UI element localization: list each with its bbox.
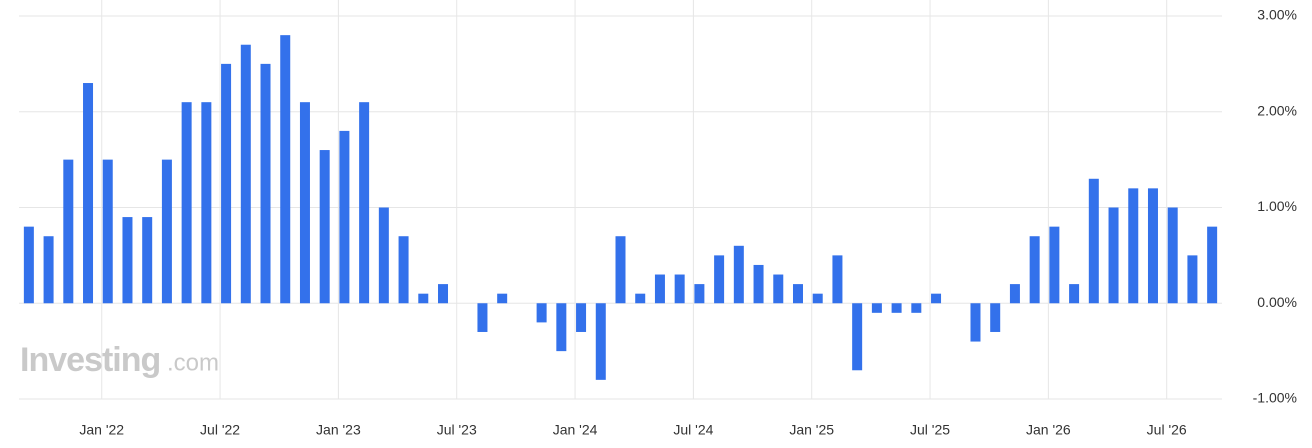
bar — [852, 303, 863, 371]
bar — [536, 303, 547, 323]
bar — [595, 303, 606, 380]
bar — [674, 274, 685, 304]
bar — [260, 63, 271, 304]
bar — [221, 63, 232, 304]
bar — [1207, 226, 1218, 304]
bar — [615, 236, 626, 304]
y-tick-label: 1.00% — [1257, 198, 1297, 214]
bar — [714, 255, 725, 304]
bar — [280, 35, 291, 304]
bar — [23, 226, 34, 304]
bar — [398, 236, 409, 304]
bar — [576, 303, 587, 332]
bar — [43, 236, 54, 304]
bar — [792, 284, 803, 304]
bar — [477, 303, 488, 332]
bar — [161, 159, 172, 304]
bar — [990, 303, 1001, 332]
y-tick-label: 0.00% — [1257, 294, 1297, 310]
x-tick-label: Jan '25 — [789, 422, 834, 438]
x-tick-label: Jan '26 — [1026, 422, 1071, 438]
bar — [63, 159, 74, 304]
bar — [773, 274, 784, 304]
y-tick-label: 3.00% — [1257, 7, 1297, 23]
bar — [122, 217, 133, 304]
x-tick-label: Jul '22 — [200, 422, 240, 438]
bar — [142, 217, 153, 304]
bar — [359, 102, 370, 304]
bar — [891, 303, 902, 313]
bar — [556, 303, 567, 352]
bar — [1088, 178, 1099, 304]
bar — [694, 284, 705, 304]
bar — [931, 293, 942, 304]
x-tick-label: Jul '26 — [1147, 422, 1187, 438]
x-tick-label: Jan '22 — [79, 422, 124, 438]
x-tick-label: Jul '25 — [910, 422, 950, 438]
bar — [635, 293, 646, 304]
bar — [83, 83, 94, 304]
bar — [418, 293, 429, 304]
bar — [1128, 188, 1139, 304]
y-tick-label: 2.00% — [1257, 102, 1297, 118]
bar — [201, 102, 212, 304]
bar — [1108, 207, 1119, 304]
bar — [871, 303, 882, 313]
bar — [1069, 284, 1080, 304]
bar — [378, 207, 389, 304]
bar — [970, 303, 981, 342]
bar — [654, 274, 665, 304]
bar — [733, 245, 744, 304]
bar — [1167, 207, 1178, 304]
bar — [832, 255, 843, 304]
bar — [1029, 236, 1040, 304]
y-tick-label: -1.00% — [1253, 390, 1297, 406]
bar — [102, 159, 113, 304]
watermark-brand: Investing — [20, 341, 160, 379]
x-tick-label: Jul '24 — [673, 422, 713, 438]
bar — [299, 102, 310, 304]
watermark-suffix: .com — [167, 349, 219, 376]
bar — [438, 284, 449, 304]
bar — [1187, 255, 1198, 304]
bar — [497, 293, 508, 304]
bar — [1147, 188, 1158, 304]
bar — [319, 150, 330, 304]
x-tick-label: Jan '23 — [316, 422, 361, 438]
bar — [181, 102, 192, 304]
x-tick-label: Jul '23 — [437, 422, 477, 438]
bar — [1049, 226, 1060, 304]
bar — [911, 303, 922, 313]
bar — [812, 293, 823, 304]
bar — [1009, 284, 1020, 304]
bar — [753, 264, 764, 304]
bar — [240, 44, 251, 304]
x-tick-label: Jan '24 — [553, 422, 598, 438]
bar — [339, 130, 350, 304]
